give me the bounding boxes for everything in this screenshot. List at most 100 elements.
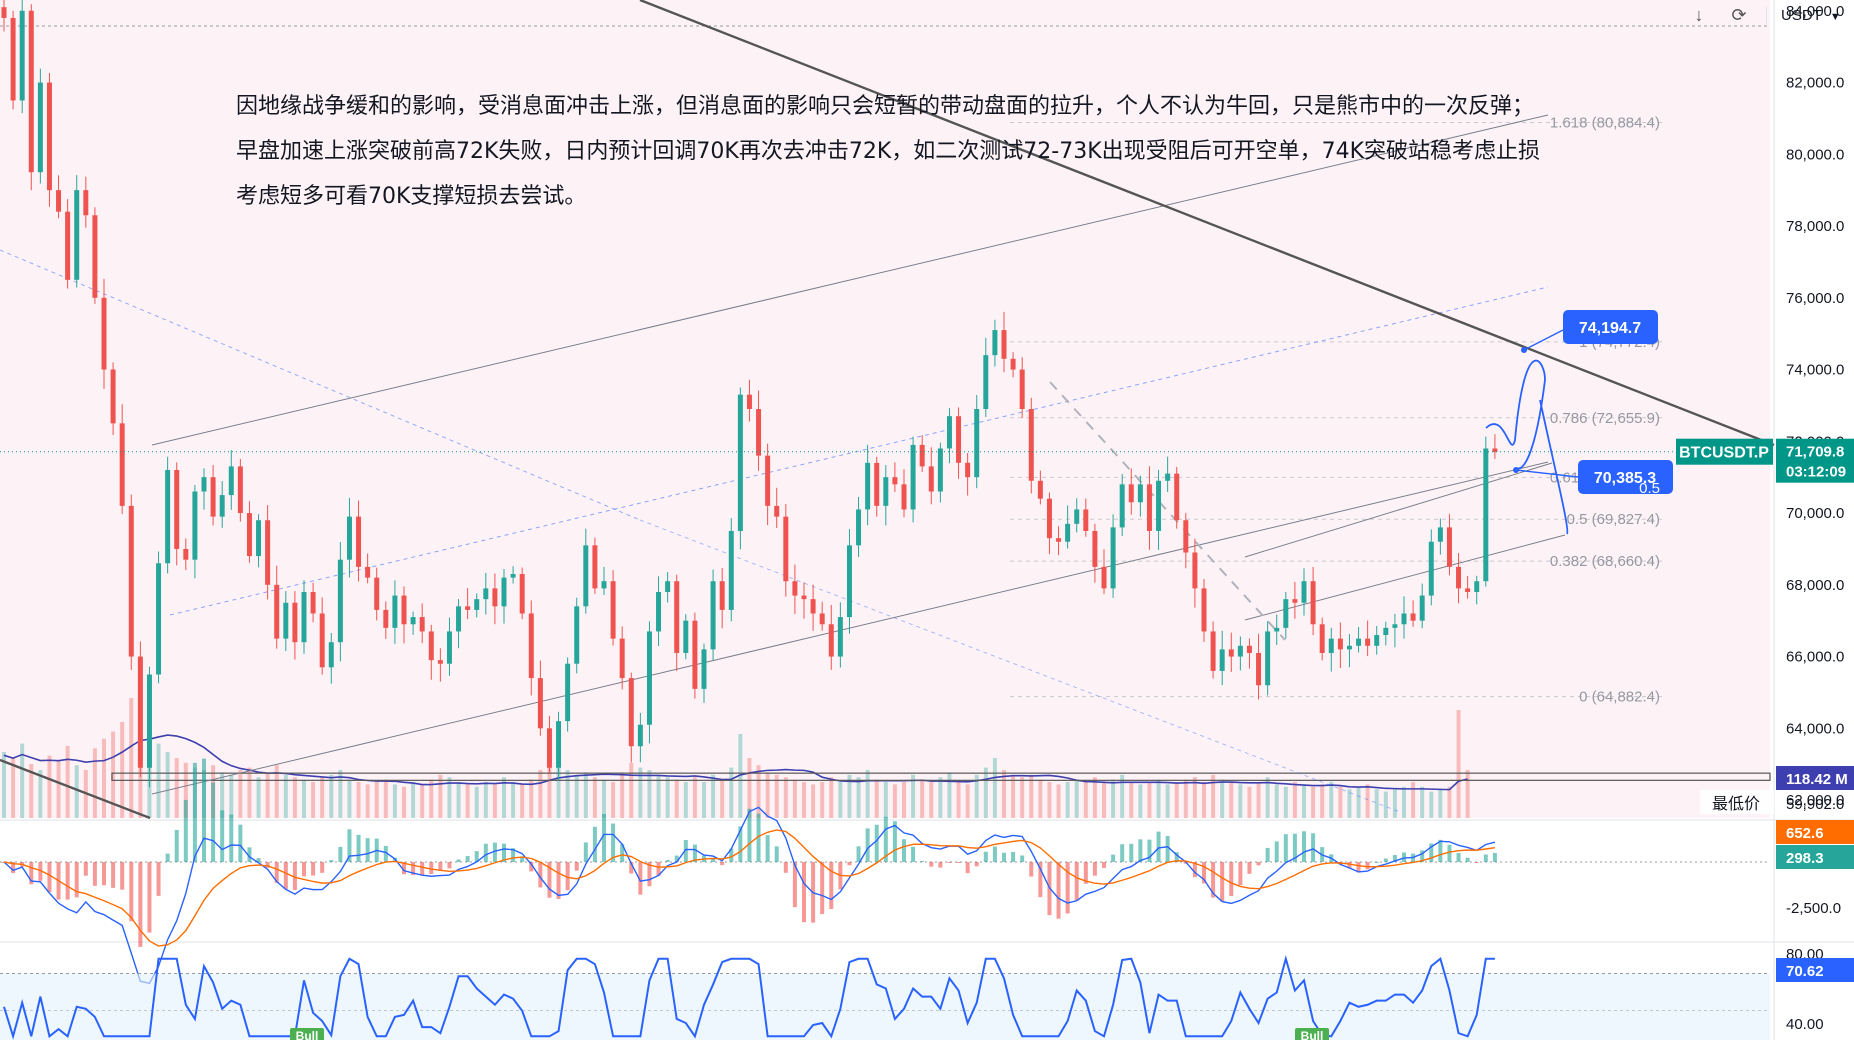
- candle-body: [928, 466, 934, 492]
- volume-bar: [1083, 782, 1088, 818]
- volume-bar: [1438, 789, 1443, 818]
- bull-marker: [1295, 1028, 1329, 1040]
- macd-hist-bar: [1438, 839, 1443, 862]
- volume-bar: [556, 765, 561, 818]
- macd-hist-bar: [102, 862, 106, 886]
- candle-body: [519, 574, 525, 614]
- macd-hist-bar: [129, 862, 134, 922]
- macd-hist-bar: [565, 862, 570, 891]
- macd-hist-bar: [202, 758, 206, 862]
- macd-hist-bar: [347, 829, 352, 862]
- candle-body: [292, 602, 298, 643]
- candle-body: [1310, 581, 1316, 625]
- macd-hist-bar: [656, 862, 661, 876]
- macd-hist-bar: [638, 862, 643, 895]
- macd-hist-bar: [338, 846, 343, 862]
- volume-bar: [783, 777, 788, 818]
- volume-bar: [1265, 777, 1270, 818]
- candles: [1, 0, 1498, 788]
- candle-body: [192, 491, 198, 560]
- volume-bar: [611, 782, 616, 818]
- volume-bar: [483, 782, 488, 818]
- refresh-icon[interactable]: ⟳: [1731, 4, 1747, 25]
- volume-bar: [620, 772, 625, 818]
- price-tick-label: 80,000.0: [1786, 146, 1844, 163]
- macd-hist-bar: [220, 810, 225, 862]
- callout-label: 74,194.7: [1579, 320, 1641, 337]
- volume-bar: [1011, 774, 1016, 818]
- candle-body: [819, 613, 825, 625]
- candle-body: [1328, 638, 1334, 653]
- volume-bar: [1020, 777, 1025, 818]
- candle-body: [1319, 624, 1325, 653]
- candle-body: [1065, 523, 1071, 542]
- volume-bar: [1347, 789, 1352, 818]
- candle-body: [1401, 613, 1407, 625]
- macd-hist-bar: [847, 862, 852, 866]
- candle-body: [1356, 638, 1362, 646]
- macd-hist-bar: [1229, 862, 1234, 897]
- candle-body: [1074, 509, 1080, 524]
- volume-bar: [183, 762, 188, 818]
- volume-bar: [402, 786, 406, 818]
- macd-histogram: [2, 758, 1497, 947]
- volume-bar: [592, 777, 597, 818]
- currency-select[interactable]: USDT ▼: [1766, 6, 1841, 24]
- candle-body: [465, 606, 471, 610]
- volume-bar: [529, 779, 534, 818]
- macd-hist-bar: [320, 862, 325, 873]
- lowest-price-backdrop: [1700, 790, 1774, 814]
- macd-hist-bar: [1147, 839, 1152, 862]
- bull-marker-label: Bull: [296, 1029, 319, 1040]
- macd-hist-bar: [1456, 853, 1461, 862]
- macd-hist-bar: [1192, 862, 1197, 878]
- candle-body: [210, 477, 216, 517]
- volume-bar: [865, 770, 870, 818]
- macd-hist-bar: [456, 859, 461, 862]
- callout-leader: [1515, 469, 1579, 478]
- analysis-annotation[interactable]: 因地缘战争缓和的影响，受消息面冲击上涨，但消息面的影响只会短暂的带动盘面的拉升，…: [236, 84, 1656, 219]
- candle-body: [1483, 448, 1489, 582]
- volume-bar: [1420, 786, 1425, 818]
- volume-bar: [283, 774, 288, 818]
- macd-hist-bar: [1029, 862, 1034, 877]
- volume-bar: [111, 731, 116, 818]
- volume-bar: [1329, 782, 1334, 818]
- candle-body: [619, 638, 625, 679]
- signal-value-label: 298.3: [1786, 850, 1824, 867]
- macd-hist-bar: [147, 862, 152, 933]
- volume-bar: [1356, 786, 1361, 818]
- volume-bar: [1038, 779, 1043, 818]
- macd-hist-bar: [1365, 862, 1370, 870]
- candle-body: [1, 7, 7, 18]
- download-icon[interactable]: ↓: [1694, 4, 1704, 25]
- candle-body: [74, 190, 80, 280]
- candle-body: [146, 674, 152, 768]
- volume-bar: [1374, 789, 1379, 818]
- callout-box: [1563, 310, 1658, 344]
- volume-bar: [1065, 782, 1070, 818]
- candle-body: [1165, 473, 1171, 481]
- candle-body: [92, 215, 98, 298]
- candle-body: [946, 416, 952, 449]
- volume-bar: [1238, 784, 1243, 818]
- volume-bar: [538, 770, 543, 818]
- volume-bar: [1320, 784, 1325, 818]
- price-tick-label: 74,000.0: [1786, 362, 1844, 379]
- macd-hist-bar: [920, 861, 925, 863]
- macd-hist-bar: [1074, 862, 1079, 901]
- symbol-tag: [1676, 438, 1773, 465]
- candle-body: [956, 416, 962, 463]
- candle-body: [1492, 448, 1498, 453]
- macd-hist-bar: [1202, 862, 1206, 884]
- volume-bar: [874, 779, 879, 818]
- candle-body: [246, 513, 252, 557]
- volume-bar: [447, 777, 452, 818]
- candle-body: [365, 566, 371, 578]
- macd-hist-bar: [1465, 857, 1470, 862]
- callout-leader: [1523, 329, 1564, 351]
- volume-bar: [120, 722, 125, 818]
- volume-bar: [911, 774, 916, 818]
- macd-hist-bar: [1211, 862, 1216, 898]
